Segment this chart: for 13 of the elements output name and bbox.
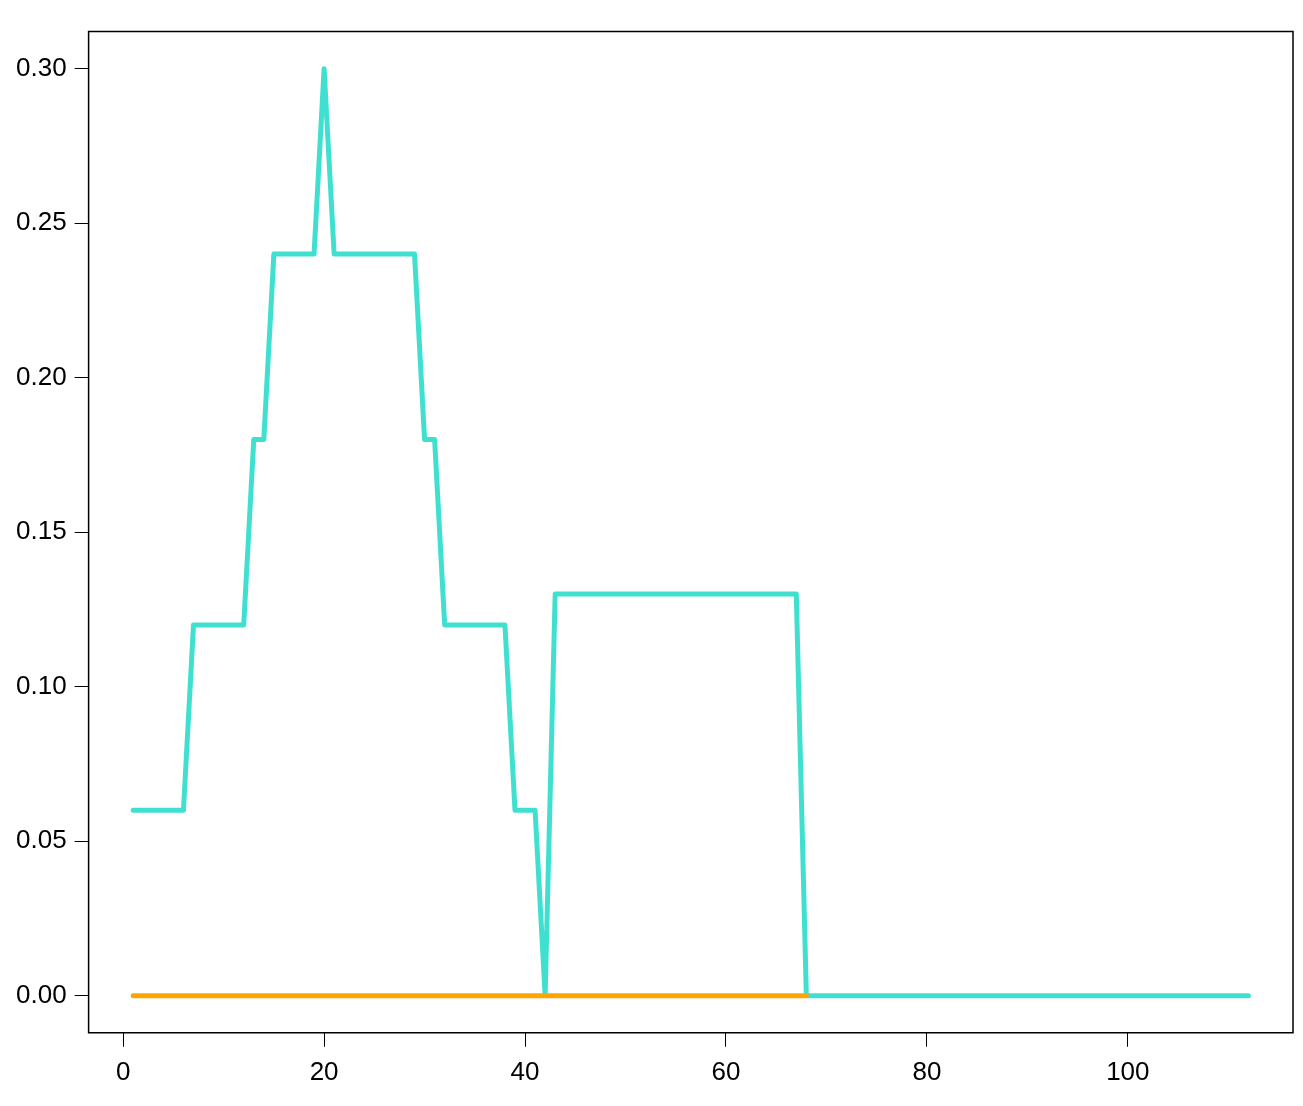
y-tick-label: 0.05: [15, 824, 67, 855]
x-tick-label: 100: [1106, 1055, 1150, 1086]
x-tick-label: 0: [115, 1055, 131, 1086]
x-tick-label: 40: [510, 1055, 540, 1086]
y-tick-label: 0.15: [15, 515, 67, 546]
y-tick-label: 0.30: [15, 51, 67, 82]
y-tick-label: 0.10: [15, 669, 67, 700]
x-tick-label: 20: [309, 1055, 339, 1086]
y-tick-label: 0.00: [15, 978, 67, 1009]
y-tick-label: 0.20: [15, 360, 67, 391]
x-tick-label: 60: [711, 1055, 741, 1086]
y-tick-label: 0.25: [15, 206, 67, 237]
x-tick-label: 80: [912, 1055, 942, 1086]
